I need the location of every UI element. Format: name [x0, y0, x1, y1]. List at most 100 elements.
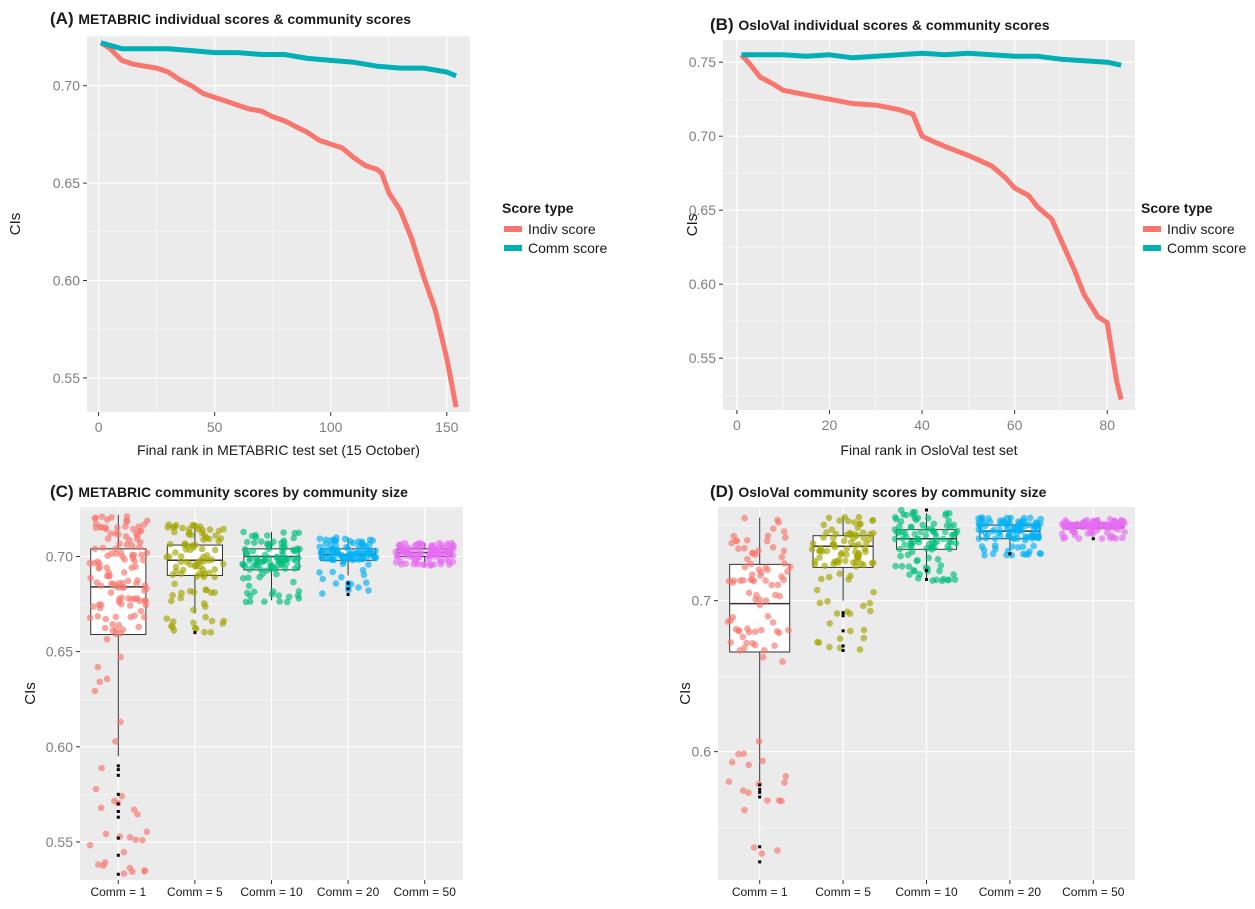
jitter-point — [937, 562, 945, 569]
panel-C-label: (C) METABRIC community scores by communi… — [50, 482, 408, 501]
jitter-point — [725, 778, 733, 785]
jitter-point — [816, 599, 824, 607]
jitter-point — [908, 548, 916, 556]
jitter-point — [823, 529, 830, 536]
jitter-point — [929, 577, 936, 584]
jitter-point — [917, 528, 924, 536]
jitter-point — [985, 515, 992, 522]
series-line-indiv — [739, 53, 1124, 401]
jitter-point — [769, 525, 777, 532]
jitter-point — [836, 517, 843, 524]
jitter-point — [821, 562, 828, 570]
jitter-point — [196, 523, 204, 530]
jitter-point — [732, 625, 740, 633]
jitter-point — [294, 545, 301, 552]
jitter-point — [1006, 519, 1014, 527]
jitter-point — [758, 850, 766, 857]
outlier-point — [758, 845, 762, 849]
jitter-point — [1027, 514, 1034, 522]
jitter-point — [251, 539, 258, 546]
jitter-point — [414, 560, 422, 568]
jitter-point — [953, 527, 961, 535]
jitter-point — [178, 589, 185, 597]
jitter-point — [355, 584, 362, 591]
box-group-4 — [975, 514, 1044, 559]
jitter-point — [215, 537, 222, 545]
jitter-point — [771, 642, 778, 649]
jitter-point — [134, 577, 141, 584]
jitter-point — [835, 559, 842, 566]
jitter-point — [264, 540, 271, 547]
outlier-point — [841, 648, 845, 652]
jitter-point — [923, 545, 930, 552]
jitter-point — [140, 556, 147, 564]
series-line-comm — [741, 50, 1122, 68]
jitter-point — [764, 532, 772, 540]
jitter-point — [280, 529, 287, 536]
jitter-point — [1008, 543, 1016, 550]
jitter-point — [941, 528, 949, 536]
jitter-point — [910, 567, 917, 574]
jitter-point — [97, 804, 105, 812]
jitter-point — [324, 547, 332, 554]
x-category-label: Comm = 10 — [240, 885, 303, 899]
jitter-point — [774, 847, 781, 854]
outlier-point — [346, 587, 350, 591]
jitter-point — [169, 592, 176, 599]
jitter-point — [279, 548, 286, 555]
jitter-point — [112, 530, 120, 537]
jitter-point — [906, 571, 913, 578]
jitter-point — [908, 540, 915, 547]
x-tick-label: 50 — [207, 419, 223, 435]
x-axis-label: Final rank in METABRIC test set (15 Octo… — [137, 442, 420, 458]
chart-title: METABRIC community scores by community s… — [78, 484, 408, 500]
jitter-point — [852, 558, 860, 566]
x-tick-label: 80 — [1099, 417, 1115, 433]
jitter-point — [277, 556, 284, 564]
jitter-point — [862, 548, 869, 555]
jitter-point — [103, 635, 111, 643]
jitter-point — [86, 841, 94, 849]
jitter-point — [870, 588, 877, 596]
jitter-point — [923, 525, 931, 533]
jitter-point — [372, 554, 379, 562]
jitter-point — [190, 619, 197, 627]
jitter-point — [442, 556, 450, 563]
jitter-point — [427, 562, 434, 569]
jitter-point — [736, 647, 744, 654]
jitter-point — [1026, 532, 1034, 540]
jitter-point — [991, 535, 999, 542]
jitter-point — [813, 586, 821, 594]
jitter-point — [905, 563, 913, 570]
jitter-point — [249, 547, 257, 555]
outlier-point — [841, 614, 845, 618]
jitter-point — [397, 541, 404, 548]
jitter-point — [762, 577, 769, 584]
jitter-point — [189, 521, 197, 529]
outlier-point — [116, 853, 120, 857]
jitter-point — [91, 560, 98, 567]
jitter-point — [745, 789, 752, 796]
jitter-point — [997, 533, 1004, 540]
legend: Score type Indiv score Comm score — [1141, 200, 1247, 256]
jitter-point — [780, 528, 788, 535]
jitter-point — [133, 530, 140, 537]
chart-title: OsloVal community scores by community si… — [738, 484, 1046, 500]
jitter-point — [118, 792, 126, 800]
jitter-point — [415, 540, 422, 547]
jitter-point — [166, 541, 174, 548]
jitter-point — [1091, 520, 1099, 528]
panel-A-label: (A) METABRIC individual scores & communi… — [50, 9, 411, 28]
jitter-point — [891, 535, 899, 543]
jitter-point — [192, 562, 200, 570]
jitter-point — [107, 530, 115, 537]
jitter-point — [1006, 528, 1013, 536]
x-category-label: Comm = 5 — [815, 885, 871, 899]
jitter-point — [172, 549, 179, 556]
jitter-point — [200, 573, 208, 581]
jitter-point — [96, 564, 103, 571]
jitter-point — [776, 592, 783, 600]
x-tick-label: 100 — [319, 419, 343, 435]
jitter-point — [1104, 529, 1111, 536]
jitter-point — [826, 620, 834, 627]
